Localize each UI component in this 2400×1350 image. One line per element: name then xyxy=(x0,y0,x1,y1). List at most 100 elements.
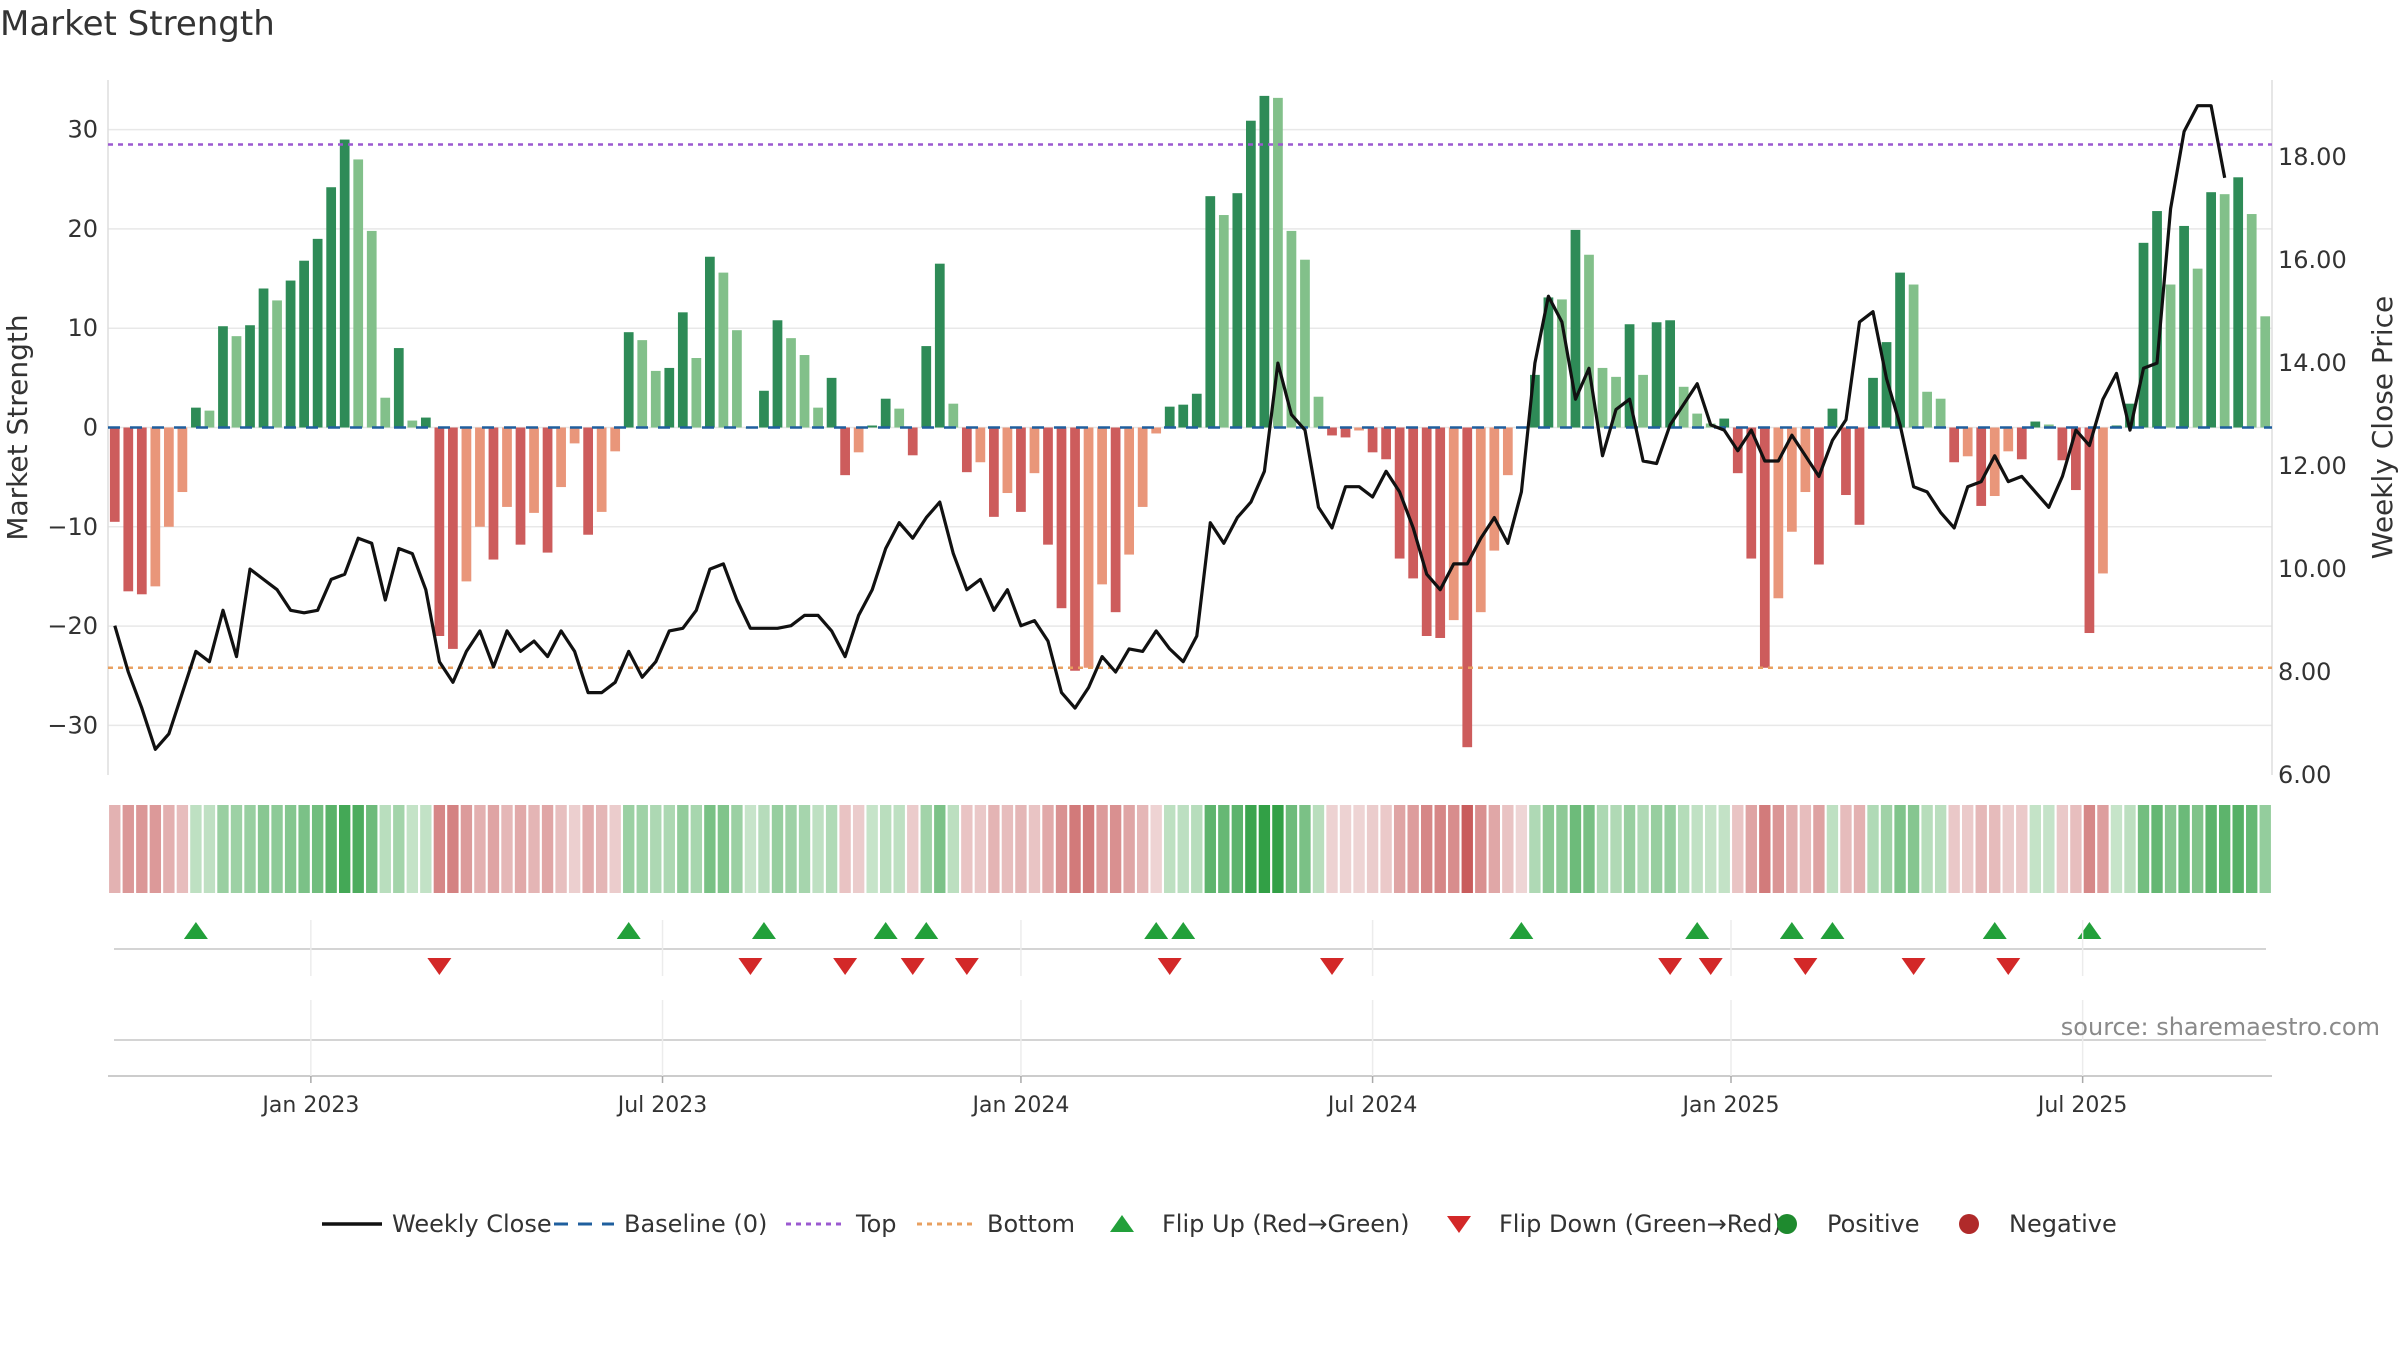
strength-bar xyxy=(677,312,688,428)
strip-cell xyxy=(217,805,229,893)
legend-swatch-circle xyxy=(1777,1214,1797,1234)
strip-cell xyxy=(2056,805,2069,893)
strip-cell xyxy=(2151,805,2163,893)
strength-bar xyxy=(245,325,255,428)
strength-bar xyxy=(2003,427,2014,452)
strip-cell xyxy=(1407,805,1419,893)
strength-bar xyxy=(136,427,147,595)
strip-cell xyxy=(2137,805,2150,893)
strength-bar xyxy=(1205,196,1216,428)
strip-cell xyxy=(1177,805,1189,893)
strength-bar xyxy=(1935,398,1946,428)
strength-bar xyxy=(637,340,648,428)
strip-cell xyxy=(271,805,283,893)
strip-cell xyxy=(1745,805,1757,893)
strip-cell xyxy=(190,805,202,893)
strength-bar xyxy=(1421,427,1432,636)
flip-down-marker xyxy=(833,958,858,975)
strip-cell xyxy=(1015,805,1027,893)
strength-bar xyxy=(1151,427,1162,434)
strip-cell xyxy=(474,805,486,893)
strength-bar xyxy=(1773,427,1784,599)
strength-bar xyxy=(1922,391,1932,428)
strength-bar xyxy=(1502,427,1513,476)
flip-down-marker xyxy=(1157,958,1182,975)
strip-cell xyxy=(244,805,256,893)
strip-cell xyxy=(1245,805,1257,893)
strip-cell xyxy=(961,805,973,893)
y2-tick-label: 8.00 xyxy=(2278,658,2331,686)
strength-bar xyxy=(1962,427,1973,457)
strength-bar xyxy=(1097,427,1107,585)
strip-cell xyxy=(771,805,784,893)
strength-bar xyxy=(1624,324,1635,428)
x-tick-label: Jul 2023 xyxy=(616,1093,708,1118)
strip-cell xyxy=(1650,805,1663,893)
strip-cell xyxy=(1258,805,1271,893)
x-tick-label: Jan 2024 xyxy=(970,1093,1069,1118)
strength-bar xyxy=(299,260,309,428)
strength-bar xyxy=(1638,374,1648,428)
strip-cell xyxy=(298,805,310,893)
strength-bar xyxy=(1814,427,1824,565)
strip-cell xyxy=(1366,805,1379,893)
y2-axis-ticks: 6.00 8.00 10.00 12.00 14.00 16.00 18.00 xyxy=(2278,143,2347,789)
strength-bar xyxy=(1448,427,1459,621)
strip-cell xyxy=(1556,805,1568,893)
strength-bar xyxy=(691,358,702,428)
flip-markers-panel xyxy=(114,922,2266,975)
strip-cell xyxy=(528,805,540,893)
strip-cell xyxy=(2178,805,2190,893)
legend-label: Positive xyxy=(1827,1210,1920,1238)
strip-cell xyxy=(893,805,905,893)
y2-tick-label: 16.00 xyxy=(2278,246,2347,274)
strength-bar xyxy=(1543,297,1554,428)
flip-down-marker xyxy=(1658,958,1683,975)
strip-cell xyxy=(704,805,716,893)
strip-cell xyxy=(136,805,148,893)
strength-bar xyxy=(448,427,458,649)
y-axis-ticks: −30 −20 −10 0 10 20 30 xyxy=(47,116,98,740)
strength-bar xyxy=(623,332,634,428)
legend-item: Weekly Close xyxy=(322,1210,552,1238)
strip-cell xyxy=(744,805,757,893)
y2-tick-label: 14.00 xyxy=(2278,349,2347,377)
strength-bar xyxy=(1800,427,1811,493)
strip-cell xyxy=(1380,805,1392,893)
strip-cell xyxy=(1353,805,1365,893)
strength-bar xyxy=(529,427,539,513)
strip-cell xyxy=(1434,805,1446,893)
flip-down-marker xyxy=(1901,958,1926,975)
strip-cell xyxy=(1421,805,1433,893)
strip-cell xyxy=(920,805,932,893)
strength-bar xyxy=(1327,427,1337,436)
strip-cell xyxy=(1799,805,1812,893)
legend-item: Flip Up (Red→Green) xyxy=(1110,1210,1410,1238)
legend-label: Bottom xyxy=(987,1210,1075,1238)
legend-item: Top xyxy=(786,1210,897,1238)
strip-cell xyxy=(1826,805,1839,893)
strength-bar xyxy=(2084,427,2095,634)
strength-bar xyxy=(1462,427,1473,748)
strength-bar xyxy=(2125,403,2135,428)
strip-cell xyxy=(257,805,270,893)
y-tick-label: −10 xyxy=(47,513,98,541)
strength-bar xyxy=(799,355,810,428)
strength-bar xyxy=(718,272,729,428)
strength-bar xyxy=(285,280,296,428)
strip-cell xyxy=(1096,805,1108,893)
strength-bar xyxy=(353,159,364,428)
strength-bar xyxy=(1435,427,1446,638)
strip-cell xyxy=(379,805,391,893)
flip-up-marker xyxy=(616,922,641,939)
strip-cell xyxy=(352,805,364,893)
y-tick-label: −30 xyxy=(47,711,98,739)
strip-cell xyxy=(609,805,621,893)
strength-bar xyxy=(1070,427,1080,671)
strip-cell xyxy=(2043,805,2055,893)
strip-cell xyxy=(149,805,162,893)
strip-cell xyxy=(1677,805,1690,893)
strength-bar xyxy=(934,263,945,428)
y-axis-label: Market Strength xyxy=(1,314,34,540)
